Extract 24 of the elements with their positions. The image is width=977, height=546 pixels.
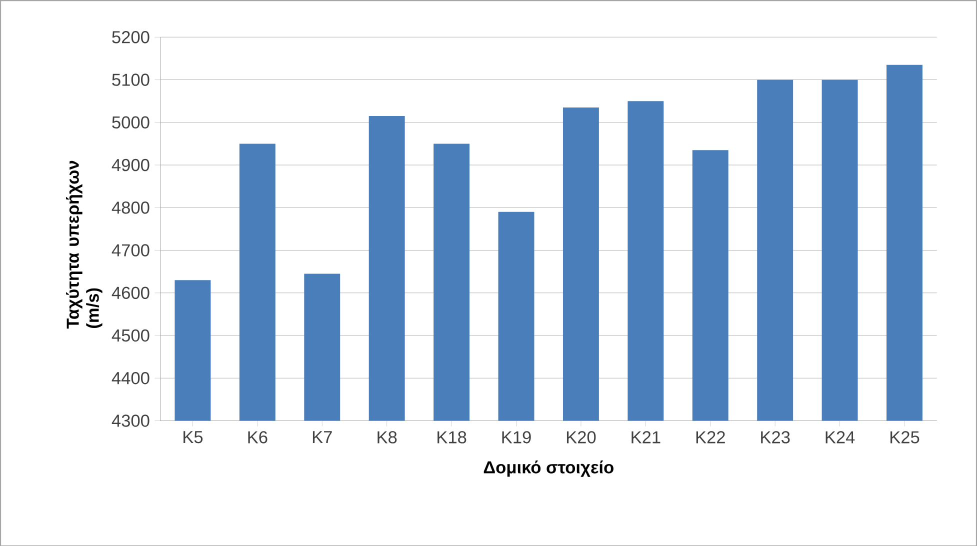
- y-tick-label: 4400: [112, 372, 150, 384]
- x-tick-label: K7: [312, 430, 332, 443]
- x-tick-label: K24: [826, 430, 855, 443]
- y-tick-label: 4300: [112, 414, 150, 427]
- x-tick-label: K20: [566, 430, 596, 444]
- y-tick-label: 4800: [112, 201, 150, 214]
- x-tick-label: K19: [502, 430, 531, 444]
- x-tick-label: K5: [184, 430, 203, 443]
- y-tick-label: 4900: [112, 158, 150, 171]
- x-tick-label: K23: [761, 430, 790, 444]
- y-tick-label: 5000: [112, 116, 150, 128]
- x-tick-label: K18: [438, 430, 466, 444]
- y-axis-title: Ταχύτητα υπερήχων (m/s): [66, 160, 102, 328]
- x-tick-label: K6: [248, 430, 268, 444]
- x-tick-label: K22: [696, 430, 725, 443]
- y-tick-label: 4700: [112, 244, 150, 256]
- x-tick-label: K21: [632, 430, 660, 443]
- x-axis-title: Δομικό στοιχείο: [484, 460, 614, 477]
- x-tick-label: K8: [378, 430, 397, 444]
- y-tick-label: 5100: [112, 73, 150, 86]
- x-tick-label: K25: [890, 430, 920, 444]
- y-tick-label: 4500: [112, 329, 150, 342]
- y-tick-label: 4600: [112, 286, 150, 299]
- y-tick-label: 5200: [112, 30, 150, 44]
